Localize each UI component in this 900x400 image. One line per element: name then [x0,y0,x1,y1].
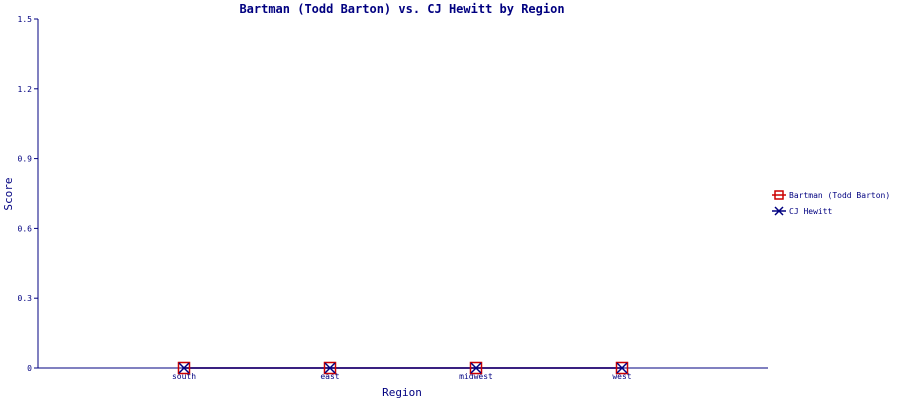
y-tick-label: 1.2 [18,85,33,94]
legend-label: Bartman (Todd Barton) [789,191,890,200]
chart-title: Bartman (Todd Barton) vs. CJ Hewitt by R… [239,2,564,16]
axes: 0 0.3 0.6 0.9 1.2 1.5 south east midwest west [18,15,768,381]
data-point-2 [324,362,336,374]
y-tick-label: 0.3 [18,294,33,303]
data-point-1 [323,361,337,375]
data-point-2 [470,362,482,374]
data-point-2 [616,362,628,374]
legend-marker [774,190,784,200]
series-layer [177,361,629,375]
legend-item: Bartman (Todd Barton) [772,190,890,200]
y-axis-label: Score [2,177,15,210]
x-tick-label: south [172,372,196,381]
y-tick-label: 0.6 [18,224,33,233]
data-point-1 [469,361,483,375]
y-tick-label: 0.9 [18,155,33,164]
data-point-1 [177,361,191,375]
y-tick-label: 0 [27,364,32,373]
x-tick-label: west [612,372,631,381]
legend-marker [774,206,784,216]
legend-item: CJ Hewitt [772,206,833,216]
y-tick-label: 1.5 [18,15,33,24]
x-tick-label: east [320,372,339,381]
data-point-1 [615,361,629,375]
data-point-2 [178,362,190,374]
x-axis-label: Region [382,386,422,399]
legend: Bartman (Todd Barton) CJ Hewitt [772,190,890,216]
legend-label: CJ Hewitt [789,207,833,216]
x-tick-label: midwest [459,372,493,381]
